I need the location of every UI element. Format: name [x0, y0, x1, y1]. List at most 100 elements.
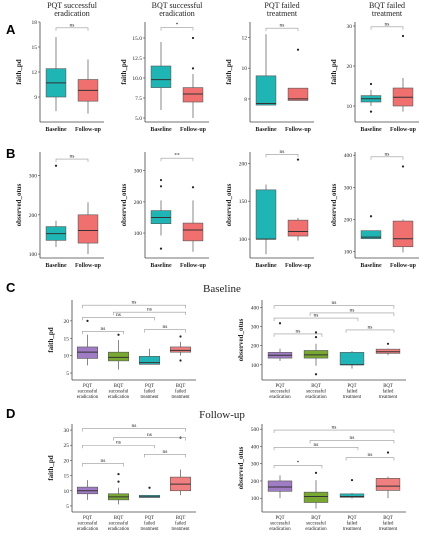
y-tick-label: 9: [34, 95, 37, 101]
y-tick-label: 10: [242, 66, 248, 72]
significance-label: ns: [70, 154, 75, 160]
significance-label: ns: [314, 313, 319, 319]
y-axis-label: faith_pd: [225, 59, 233, 84]
y-tick-label: 15: [64, 336, 70, 342]
box-3: [138, 486, 161, 498]
significance-label: ns: [368, 452, 373, 458]
box-4: [169, 436, 192, 496]
y-tick-label: 200: [251, 344, 260, 350]
box-4: [169, 335, 192, 362]
outlier-point: [117, 472, 120, 476]
y-tick-label: 200: [251, 479, 260, 485]
y-tick-label: 200: [29, 213, 38, 219]
significance-label: ns: [368, 324, 373, 330]
outlier-point: [191, 67, 195, 70]
y-tick-label: 100: [239, 237, 248, 243]
x-tick-label: Baseline: [150, 127, 172, 133]
chart-title: PQT failed treatment: [264, 1, 299, 18]
chart-b3: 100 150 200 observed_otus Baseline Follow-up n…: [225, 149, 314, 269]
outlier-point: [86, 319, 89, 322]
box-1: [267, 475, 293, 499]
significance-label: ns: [350, 435, 355, 441]
box-iqr: [267, 480, 293, 492]
outlier-point: [148, 486, 151, 489]
x-tick-label: PQT successful eradication: [269, 516, 291, 532]
outlier-point: [159, 178, 163, 182]
significance-bracket: [273, 317, 359, 322]
y-tick-label: 200: [134, 200, 143, 206]
charts-layer: 9 12 15 18 faith_pd PQT successful eradication…: [15, 1, 419, 532]
significance-bracket: [82, 444, 155, 449]
y-tick-label: 10: [64, 489, 70, 495]
outlier-point: [117, 480, 120, 483]
box-1: [255, 184, 277, 255]
y-axis-label: faith_pd: [120, 59, 128, 84]
significance-label: ns: [132, 423, 137, 429]
outlier-point: [314, 373, 318, 376]
chart-b4: 100 200 300 400 observed_otus Baseline Follow-…: [330, 151, 419, 269]
outlier-point: [314, 471, 318, 474]
y-tick-label: 15.0: [132, 36, 142, 42]
significance-label: ns: [296, 328, 301, 334]
box-2: [392, 34, 414, 112]
significance-bracket: [160, 157, 194, 162]
outlier-point: [369, 110, 373, 113]
y-axis-label: faith_pd: [330, 59, 338, 84]
y-tick-label: 300: [29, 174, 38, 180]
significance-bracket: [113, 437, 186, 441]
significance-bracket: [82, 304, 186, 309]
y-tick-label: 5: [66, 371, 69, 377]
outlier-point: [350, 478, 354, 482]
y-tick-label: 100: [344, 250, 353, 256]
panel-label-a: A: [6, 22, 16, 37]
x-tick-label: Follow-up: [390, 127, 417, 133]
box-iqr: [150, 65, 172, 88]
box-iqr: [360, 230, 382, 240]
outlier-point: [314, 331, 318, 334]
chart-title: BQT successful eradication: [152, 1, 204, 18]
box-iqr: [392, 220, 414, 248]
box-iqr: [287, 87, 309, 101]
box-iqr: [76, 346, 99, 359]
x-tick-label: PQT successful eradication: [77, 384, 99, 400]
x-tick-label: Baseline: [360, 263, 382, 269]
y-tick-label: 12: [242, 35, 248, 41]
y-tick-label: 15: [64, 474, 70, 480]
y-tick-label: 7.5: [135, 96, 142, 102]
x-tick-label: Follow-up: [180, 127, 207, 133]
outlier-point: [386, 342, 390, 345]
x-tick-label: Baseline: [45, 127, 67, 133]
y-tick-label: 5.0: [135, 116, 142, 122]
y-tick-label: 10: [347, 104, 353, 110]
box-iqr: [303, 350, 329, 359]
significance-label: ns: [385, 151, 390, 157]
x-tick-label: Follow-up: [390, 263, 417, 269]
significance-label: ns: [332, 300, 337, 306]
outlier-point: [296, 48, 300, 51]
box-2: [287, 158, 309, 241]
significance-label: ns: [101, 326, 106, 332]
chart-a2: 5.0 7.5 10.0 12.5 15.0 faith_pd BQT successful…: [120, 1, 209, 133]
x-tick-label: Follow-up: [75, 263, 102, 269]
significance-bracket: [273, 429, 395, 434]
outlier-point: [369, 82, 373, 86]
outlier-point: [278, 322, 282, 325]
outlier-point: [159, 247, 163, 250]
x-tick-label: Follow-up: [285, 263, 312, 269]
x-tick-label: Baseline: [255, 127, 277, 133]
y-tick-label: 30: [64, 428, 70, 434]
chart-c1: 5 10 15 20 faith_pd PQT successful eradication B…: [47, 300, 196, 400]
box-1: [76, 319, 99, 366]
box-2: [107, 472, 130, 505]
outlier-point: [401, 165, 405, 168]
significance-label: ns: [116, 312, 121, 318]
x-tick-label: BQT failed treatment: [171, 384, 190, 400]
box-2: [303, 331, 329, 376]
y-axis-label: observed_otus: [225, 183, 233, 226]
y-tick-label: 12.5: [132, 56, 142, 62]
x-tick-label: PQT failed treatment: [140, 384, 159, 400]
box-iqr: [182, 222, 204, 242]
y-tick-label: 20: [347, 64, 353, 70]
box-3: [339, 351, 365, 369]
box-2: [182, 36, 204, 118]
